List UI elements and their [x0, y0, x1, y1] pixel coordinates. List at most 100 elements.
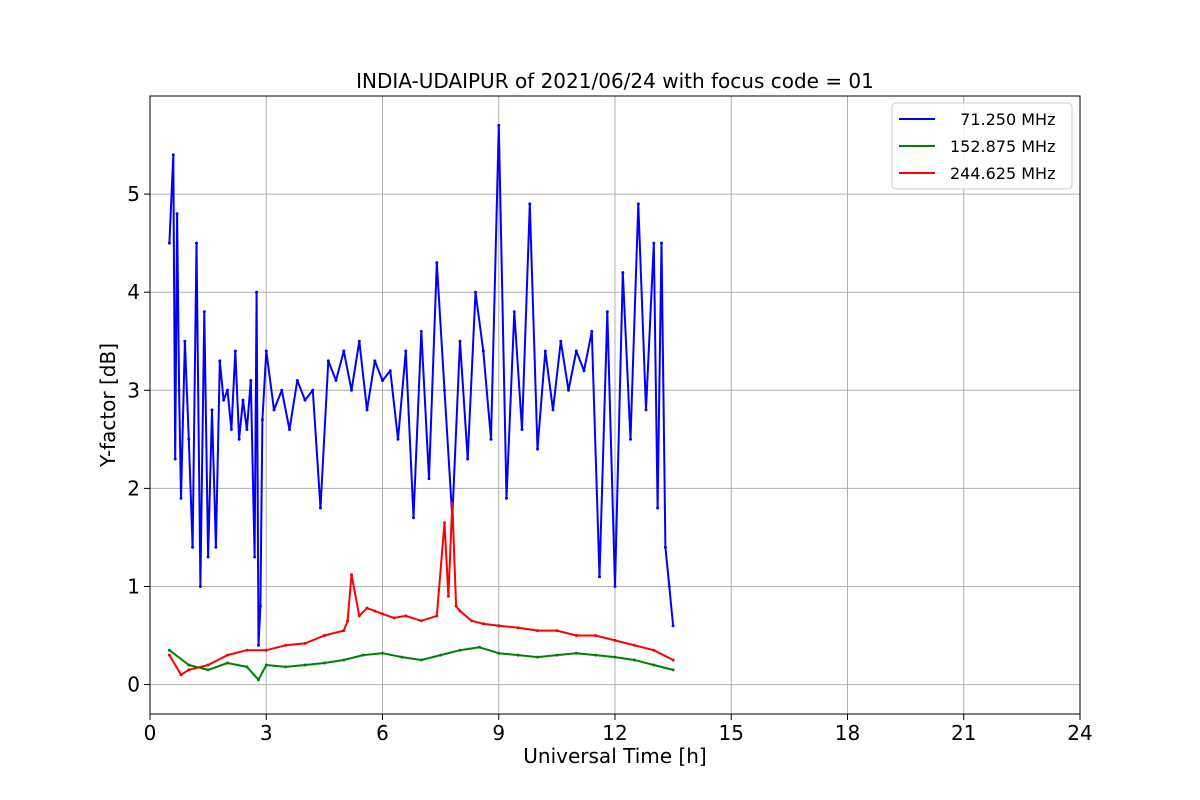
series-0-point: [191, 545, 195, 549]
series-0-point: [629, 437, 632, 441]
series-0-point: [605, 310, 609, 314]
series-0-point: [590, 329, 594, 333]
y-tick-label: 0: [127, 673, 140, 697]
series-0-point: [264, 349, 268, 353]
series-2-point: [516, 626, 520, 630]
series-1-point: [439, 653, 443, 657]
y-tick-label: 1: [127, 574, 140, 598]
series-0-point: [656, 506, 660, 510]
y-tick-label: 5: [127, 182, 140, 206]
series-0-point: [237, 437, 241, 441]
series-2-point: [536, 629, 539, 633]
series-0-point: [559, 339, 563, 343]
series-0-point: [489, 437, 493, 441]
series-0-point: [660, 241, 663, 245]
series-0-point: [218, 359, 222, 363]
series-2-point: [187, 668, 191, 672]
series-2-point: [303, 641, 307, 645]
series-0-point: [272, 408, 276, 412]
series-1-point: [574, 651, 578, 655]
x-tick-label: 24: [1067, 721, 1092, 745]
series-1-point: [167, 648, 171, 652]
series-0-point: [671, 624, 675, 628]
series-0-point: [419, 329, 423, 333]
series-0-point: [652, 241, 656, 245]
series-0-point: [667, 585, 671, 588]
series-2-point: [167, 653, 171, 657]
series-0-point: [177, 388, 181, 392]
series-1-point: [322, 661, 326, 665]
series-0-point: [173, 457, 177, 461]
series-1-point: [516, 653, 520, 657]
series-1-point: [458, 648, 462, 652]
series-2-point: [226, 653, 229, 657]
series-2-point: [404, 614, 408, 618]
series-2-point: [574, 634, 578, 637]
series-0-point: [206, 555, 210, 559]
series-2-point: [613, 638, 617, 642]
series-1-point: [303, 663, 307, 667]
series-1-point: [264, 663, 268, 667]
series-1-point: [497, 651, 501, 655]
x-tick-label: 3: [260, 721, 273, 745]
x-tick-label: 18: [835, 721, 860, 745]
y-axis-ticks: 0 1 2 3 4 5: [127, 182, 150, 697]
series-1-point: [477, 645, 481, 649]
series-0-point: [229, 428, 233, 431]
series-layer: [167, 123, 675, 682]
series-0-point: [435, 261, 439, 265]
series-1-point: [594, 653, 598, 657]
series-2-point: [284, 643, 288, 647]
series-2-point: [392, 616, 396, 620]
series-1-point: [671, 668, 675, 672]
series-2-point: [481, 622, 485, 626]
series-2-point: [357, 614, 361, 618]
series-0-point: [241, 398, 245, 402]
series-0-point: [512, 310, 516, 314]
series-0-point: [663, 545, 667, 549]
series-0-point: [233, 349, 237, 353]
series-0-point: [245, 428, 249, 431]
legend-box: [891, 102, 1073, 190]
series-2-point: [346, 619, 350, 623]
series-1-point: [555, 653, 559, 657]
series-0-point: [195, 241, 198, 245]
series-2-point: [458, 609, 462, 613]
series-0-point: [214, 545, 218, 549]
series-0-point: [598, 575, 601, 579]
y-tick-label: 2: [127, 476, 140, 500]
series-2-point: [435, 614, 439, 618]
series-1-point: [381, 651, 384, 655]
series-0-point: [260, 418, 264, 422]
series-2-point: [365, 606, 369, 610]
series-1-point: [342, 658, 346, 662]
y-axis-label: Y-factor [dB]: [96, 343, 120, 468]
x-axis-ticks: 0 3 6 9 12 15 18 21 24: [144, 714, 1093, 745]
series-0-point: [179, 496, 183, 500]
series-0-point: [202, 310, 206, 314]
series-0-point: [567, 388, 570, 392]
series-0-point: [412, 516, 415, 520]
series-1-point: [652, 663, 656, 667]
series-0-point: [311, 388, 315, 392]
series-0-point: [466, 457, 470, 461]
grid-lines: [149, 96, 1081, 714]
series-0-point: [621, 271, 625, 275]
series-0-point: [249, 379, 253, 382]
series-0-point: [520, 428, 524, 431]
series-0-point: [357, 339, 361, 343]
series-0-point: [288, 428, 291, 431]
series-2-point: [381, 612, 384, 616]
series-1-point: [245, 665, 249, 669]
series-0-point: [342, 349, 346, 353]
series-0-point: [255, 290, 259, 294]
series-0-point: [644, 408, 648, 412]
series-2-point: [632, 643, 636, 647]
series-0-point: [551, 408, 555, 412]
series-line-1: [168, 646, 674, 681]
series-2-point: [206, 663, 210, 667]
series-1-point: [187, 663, 191, 667]
series-0-point: [474, 290, 477, 294]
chart-title: INDIA-UDAIPUR of 2021/06/24 with focus c…: [356, 69, 874, 93]
series-2-point: [322, 634, 326, 637]
